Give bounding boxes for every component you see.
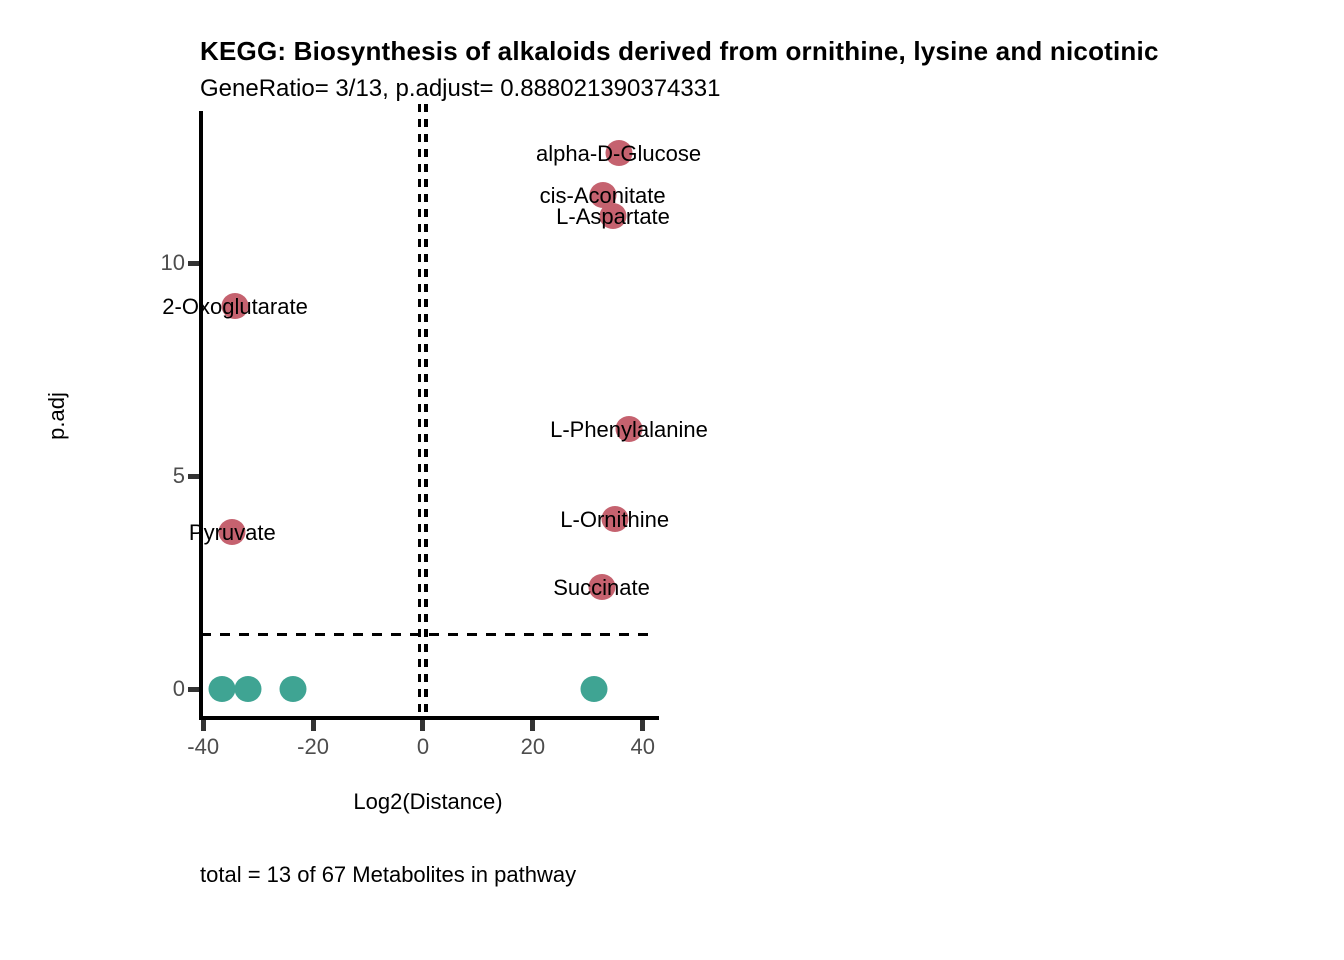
data-point-2-Oxoglutarate [221,292,249,319]
pvalue-threshold-line [201,633,649,637]
chart-subtitle: GeneRatio= 3/13, p.adjust= 0.88802139037… [200,75,721,102]
data-point-label: cis-Aconitate [539,183,666,209]
x-axis-title: Log2(Distance) [353,789,503,814]
x-axis-line [199,716,659,720]
data-point-Pyruvate [218,518,246,545]
data-point-alpha-D-Glucose [605,139,633,166]
chart-title: KEGG: Biosynthesis of alkaloids derived … [200,36,1159,66]
x-tick-label: 40 [630,734,655,759]
data-point [279,676,307,703]
x-tick-label: -40 [187,734,220,759]
x-tick-mark [310,720,316,731]
chart-caption: total = 13 of 67 Metabolites in pathway [200,862,577,887]
y-tick-mark [188,686,199,692]
x-tick-mark [640,720,646,731]
x-tick-label: 0 [416,734,430,759]
x-tick-mark [200,720,206,731]
data-point-Succinate [588,573,615,600]
data-point-L-Aspartate [599,203,627,230]
data-point-L-Ornithine [601,505,629,532]
data-point [580,676,608,703]
data-point-label: L-Aspartate [556,204,670,230]
data-point-label: 2-Oxoglutarate [162,293,308,319]
data-point-label: Succinate [553,574,650,600]
fold-change-threshold-line-1 [417,104,422,717]
data-point [234,676,262,703]
y-tick-label: 5 [172,463,185,489]
fold-change-threshold-line-2 [424,104,428,717]
x-tick-mark [420,720,426,731]
y-tick-mark [188,473,199,479]
data-point-L-Phenylalanine [615,416,643,443]
y-tick-label: 10 [160,250,185,276]
x-tick-label: 20 [520,734,546,759]
data-point-label: L-Phenylalanine [550,417,708,443]
y-axis-line [199,111,203,720]
data-point [208,676,236,703]
data-point-label: L-Ornithine [560,506,670,532]
x-tick-mark [530,720,536,731]
y-tick-mark [188,260,199,266]
y-axis-title: p.adj [44,392,69,440]
x-tick-label: -20 [297,734,329,759]
y-tick-label: 0 [172,676,185,702]
data-point-label: alpha-D-Glucose [535,140,702,166]
data-point-label: Pyruvate [188,519,276,545]
